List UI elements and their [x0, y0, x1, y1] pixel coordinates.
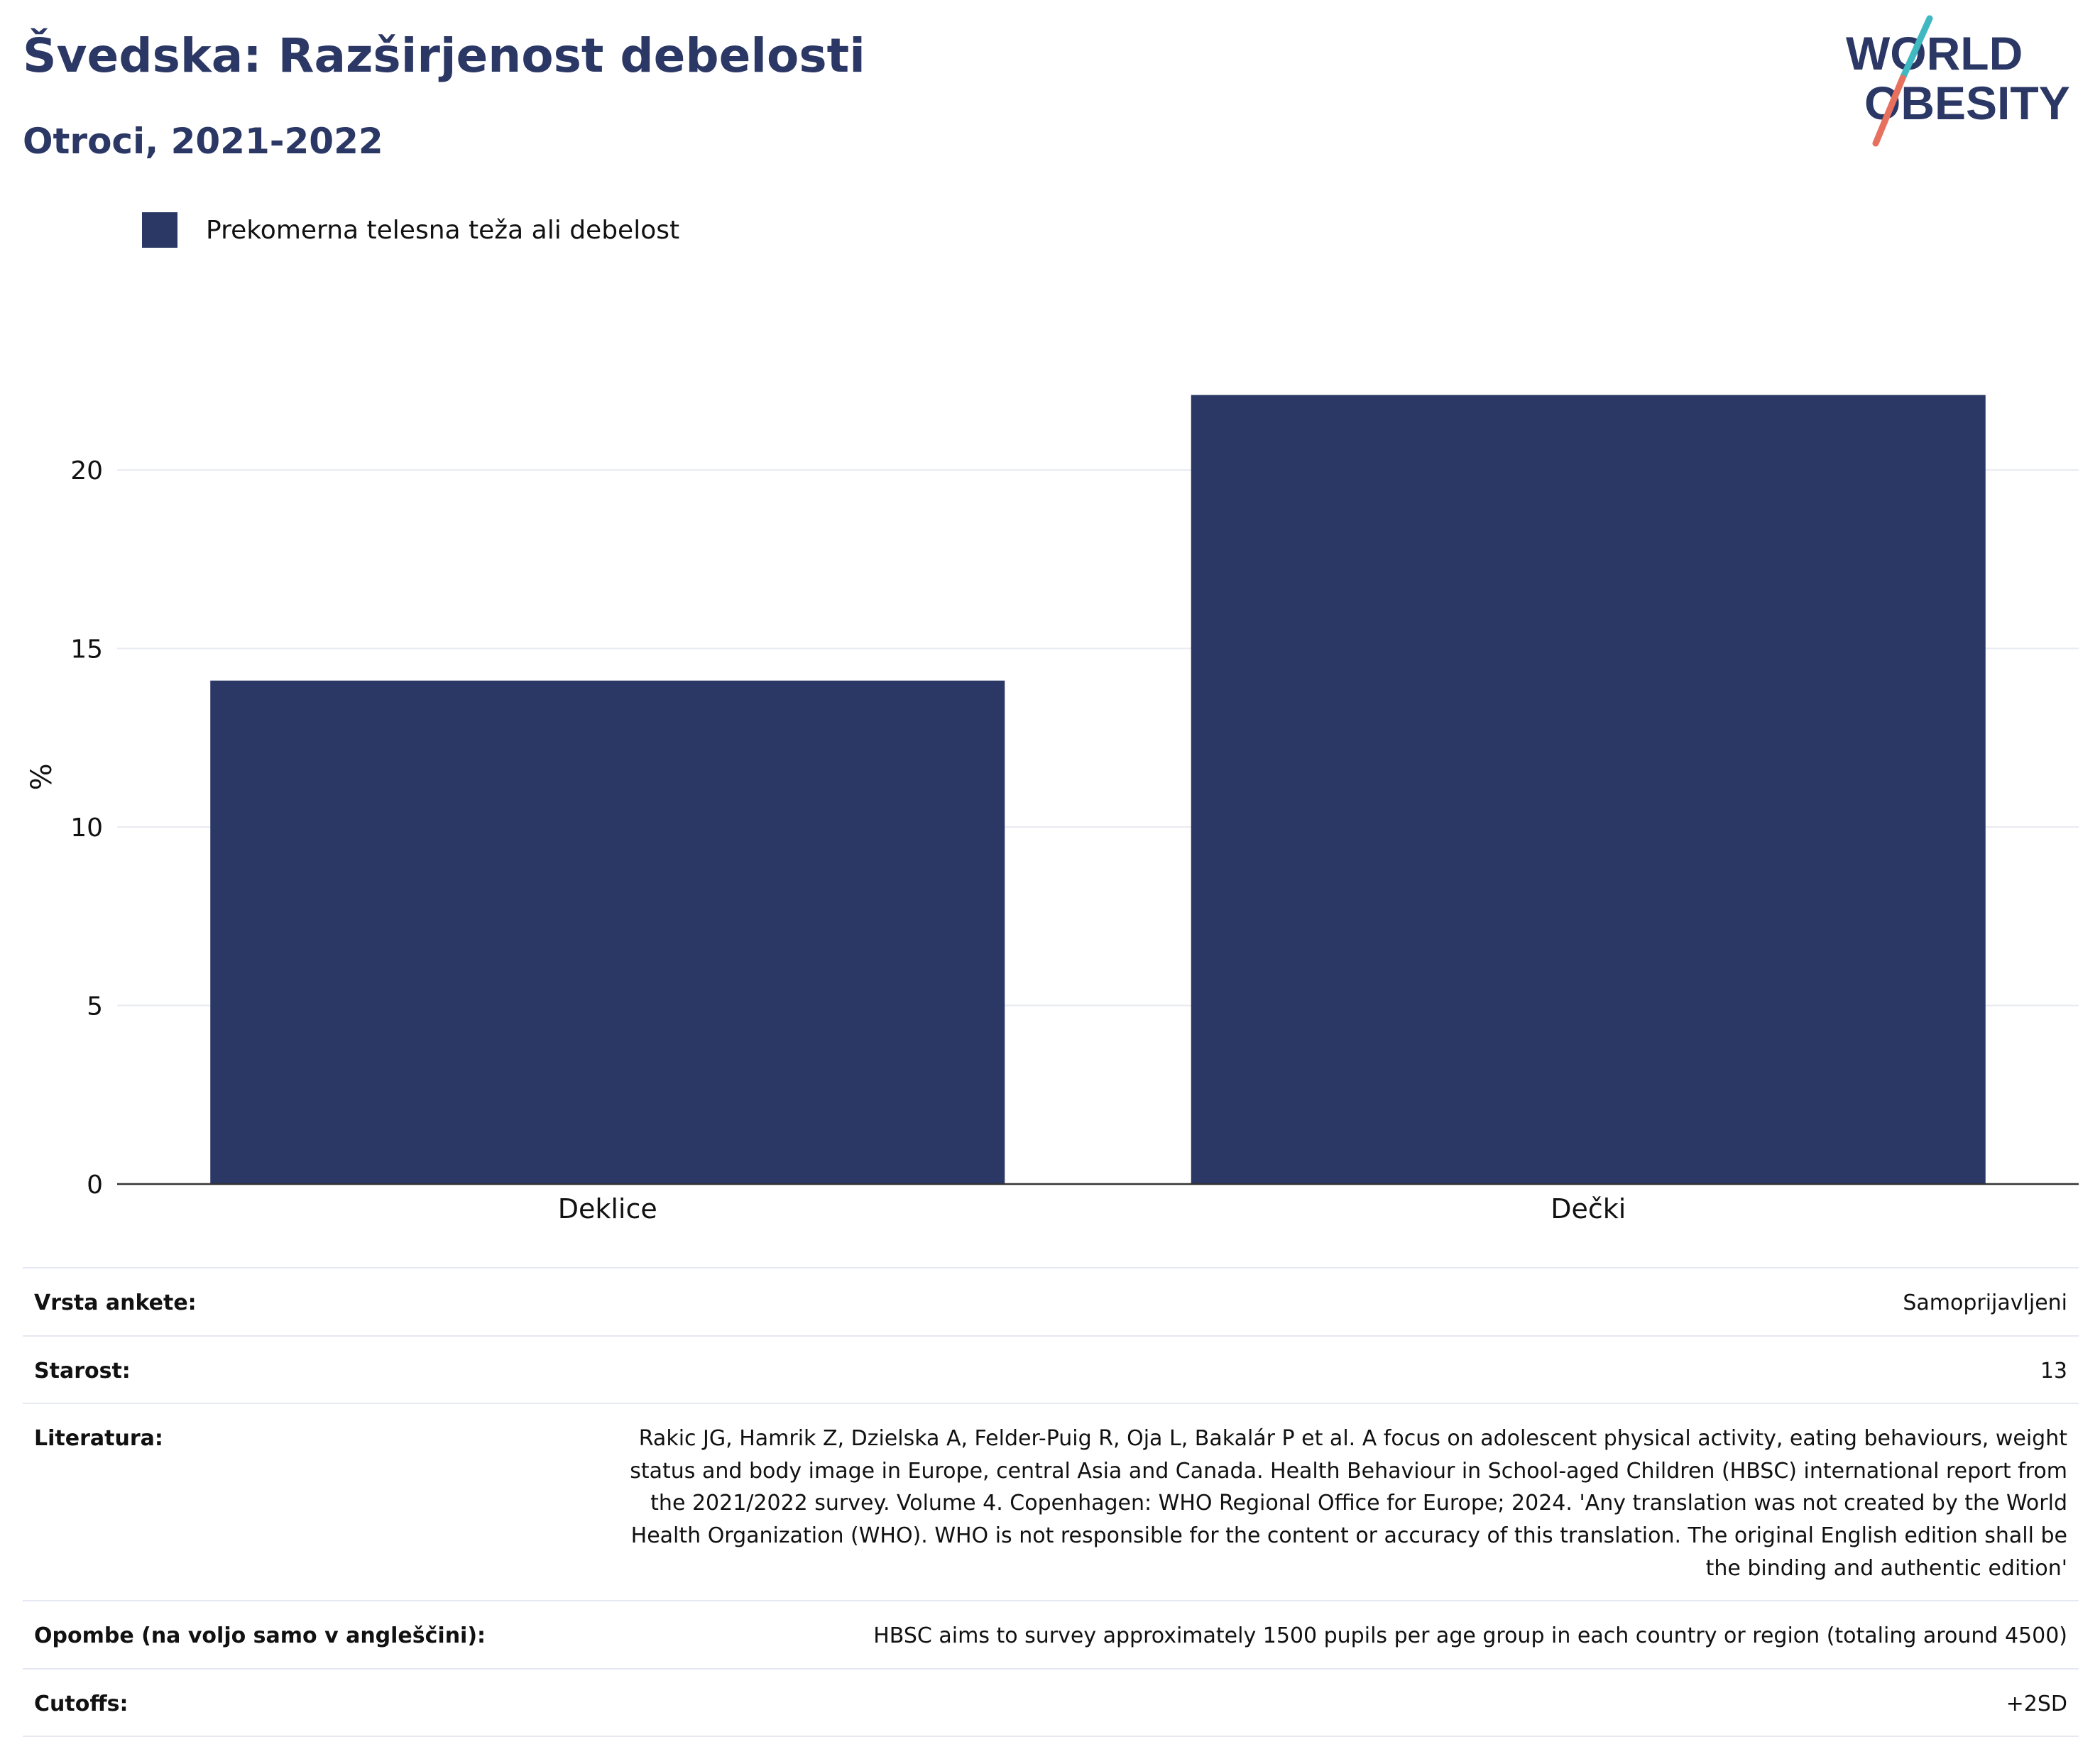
y-tick-label: 15	[70, 635, 103, 664]
bar-chart: 0 5 10 15 20 Deklice Dečki%	[26, 395, 2079, 1224]
x-tick-label: Dečki	[1551, 1193, 1626, 1224]
world-obesity-logo: WORLD OBESITY	[1846, 15, 2070, 147]
bar	[1191, 395, 1986, 1184]
chart-title: Švedska: Razširjenost debelosti	[23, 28, 865, 83]
info-key: Starost:	[23, 1335, 585, 1404]
bar	[210, 680, 1005, 1184]
info-key: Opombe (na voljo samo v angleščini):	[23, 1600, 585, 1669]
y-tick-label: 5	[87, 992, 103, 1021]
y-tick-label: 0	[87, 1171, 103, 1200]
x-tick-label: Deklice	[558, 1193, 657, 1224]
info-row-notes: Opombe (na voljo samo v angleščini): HBS…	[23, 1600, 2079, 1669]
info-key: Vrsta ankete:	[23, 1267, 585, 1336]
info-value: Samoprijavljeni	[585, 1267, 2079, 1336]
logo-text-world: WORLD	[1846, 27, 2023, 80]
info-key: Cutoffs:	[23, 1667, 585, 1737]
info-value: +2SD	[585, 1667, 2079, 1737]
info-value: Rakic JG, Hamrik Z, Dzielska A, Felder-P…	[585, 1403, 2079, 1601]
logo-slash-top	[1899, 15, 1933, 82]
info-value: 13	[585, 1335, 2079, 1404]
legend: Prekomerna telesna teža ali debelost	[142, 212, 679, 248]
y-tick-label: 10	[70, 813, 103, 843]
legend-label: Prekomerna telesna teža ali debelost	[206, 215, 680, 245]
y-axis-label: %	[26, 763, 58, 790]
info-table: Vrsta ankete: Samoprijavljeni Starost: 1…	[23, 1267, 2079, 1737]
info-row-reference: Literatura: Rakic JG, Hamrik Z, Dzielska…	[23, 1403, 2079, 1601]
info-row-cutoffs: Cutoffs: +2SD	[23, 1667, 2079, 1737]
logo-slash-bottom	[1872, 75, 1906, 147]
y-tick-label: 20	[70, 456, 103, 486]
info-row-survey-type: Vrsta ankete: Samoprijavljeni	[23, 1267, 2079, 1336]
chart-subtitle: Otroci, 2021-2022	[23, 121, 383, 162]
legend-swatch	[142, 212, 177, 248]
info-value: HBSC aims to survey approximately 1500 p…	[585, 1600, 2079, 1669]
info-key: Literatura:	[23, 1403, 585, 1601]
info-row-age: Starost: 13	[23, 1335, 2079, 1404]
